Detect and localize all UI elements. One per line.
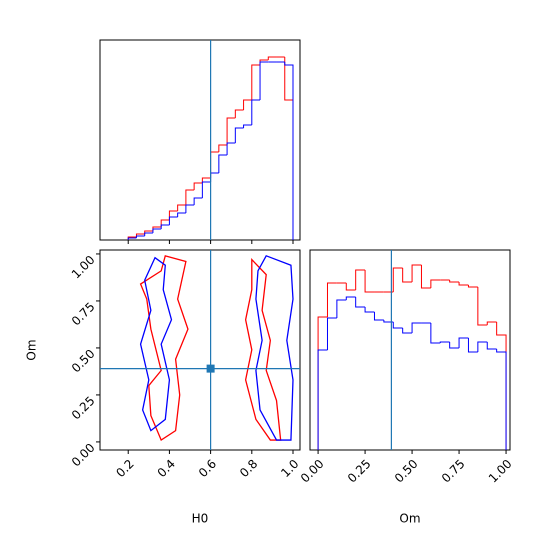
- histogram-step: [477, 341, 488, 352]
- histogram-step: [355, 269, 366, 290]
- panel-frame: [309, 249, 511, 451]
- histogram-step: [160, 219, 170, 227]
- x-tick-label: 0.25: [345, 457, 374, 486]
- contour: [139, 256, 173, 432]
- histogram-step: [243, 99, 252, 110]
- histogram-step: [284, 62, 294, 240]
- histogram-step: [467, 338, 478, 353]
- histogram-step: [467, 285, 478, 288]
- histogram-step: [336, 299, 347, 318]
- y-axis-label: Om: [25, 339, 39, 360]
- histogram-step: [193, 182, 203, 190]
- panel-frame: [99, 39, 301, 241]
- histogram-step: [152, 228, 162, 233]
- histogram-step: [402, 328, 413, 334]
- histogram-step: [127, 237, 137, 240]
- histogram-step: [210, 172, 219, 182]
- contour: [139, 255, 189, 442]
- histogram-step: [392, 322, 403, 329]
- histogram-step: [251, 64, 261, 100]
- x-tick-label: 0.50: [392, 457, 421, 486]
- contour: [255, 255, 294, 441]
- y-tick-label: 1.00: [69, 253, 98, 282]
- histogram-step: [144, 232, 153, 236]
- histogram-step: [234, 109, 244, 118]
- histogram-step: [317, 316, 328, 450]
- histogram-step: [345, 296, 356, 300]
- histogram-step: [218, 144, 228, 152]
- histogram-step: [411, 264, 422, 282]
- histogram-step: [449, 342, 460, 349]
- histogram-step: [168, 210, 178, 220]
- contour: [244, 257, 282, 441]
- y-tick-label: 0.25: [69, 394, 98, 423]
- histogram-step: [411, 322, 422, 333]
- x-axis-label: H0: [192, 512, 209, 526]
- histogram-step: [458, 282, 469, 286]
- histogram-step: [402, 268, 413, 283]
- histogram-step: [201, 181, 211, 198]
- histogram-step: [355, 297, 366, 308]
- histogram-step: [383, 320, 394, 323]
- histogram-step: [284, 57, 294, 240]
- histogram-step: [185, 189, 195, 205]
- histogram-step: [226, 142, 236, 155]
- x-tick-label: 0.4: [155, 457, 178, 480]
- histogram-step: [373, 312, 384, 321]
- histogram-step: [210, 151, 219, 178]
- histogram-step: [267, 56, 277, 60]
- histogram-step: [135, 235, 145, 238]
- histogram-step: [439, 341, 450, 343]
- histogram-step: [486, 342, 497, 350]
- x-axis-label: Om: [399, 512, 420, 526]
- truth-point: [206, 364, 215, 373]
- x-tick-label: 0.6: [196, 457, 219, 480]
- histogram-step: [259, 61, 269, 100]
- histogram-step: [317, 349, 328, 450]
- histogram-step: [177, 204, 186, 211]
- histogram-step: [364, 270, 375, 293]
- histogram-step: [449, 280, 460, 283]
- y-tick-label: 0.50: [69, 347, 98, 376]
- histogram-step: [193, 197, 203, 205]
- histogram-step: [420, 265, 431, 289]
- y-tick-label: 0.00: [69, 441, 98, 470]
- histogram-step: [168, 216, 178, 225]
- histogram-step: [430, 323, 441, 344]
- histogram-step: [458, 337, 469, 348]
- histogram-step: [177, 212, 186, 217]
- x-tick-label: 0.00: [298, 457, 327, 486]
- histogram-step: [496, 322, 507, 450]
- histogram-step: [477, 287, 488, 326]
- x-tick-label: 1.00: [486, 457, 515, 486]
- histogram-step: [185, 204, 195, 213]
- histogram-step: [226, 117, 236, 145]
- histogram-step: [326, 282, 337, 317]
- y-tick-label: 0.75: [69, 300, 98, 329]
- histogram-step: [496, 349, 507, 450]
- histogram-step: [201, 177, 211, 183]
- histogram-step: [218, 154, 228, 173]
- histogram-step: [345, 283, 356, 291]
- histogram-step: [392, 267, 403, 292]
- x-tick-label: 0.2: [113, 457, 136, 480]
- histogram-step: [251, 99, 261, 125]
- histogram-step: [430, 279, 441, 288]
- panel-frame: [99, 249, 301, 451]
- x-tick-label: 0.75: [439, 457, 468, 486]
- histogram-step: [160, 224, 170, 229]
- x-tick-label: 0.8: [237, 457, 260, 480]
- histogram-step: [364, 307, 375, 313]
- histogram-step: [243, 124, 252, 128]
- histogram-step: [326, 317, 337, 350]
- histogram-step: [234, 127, 244, 143]
- histogram-step: [486, 321, 497, 325]
